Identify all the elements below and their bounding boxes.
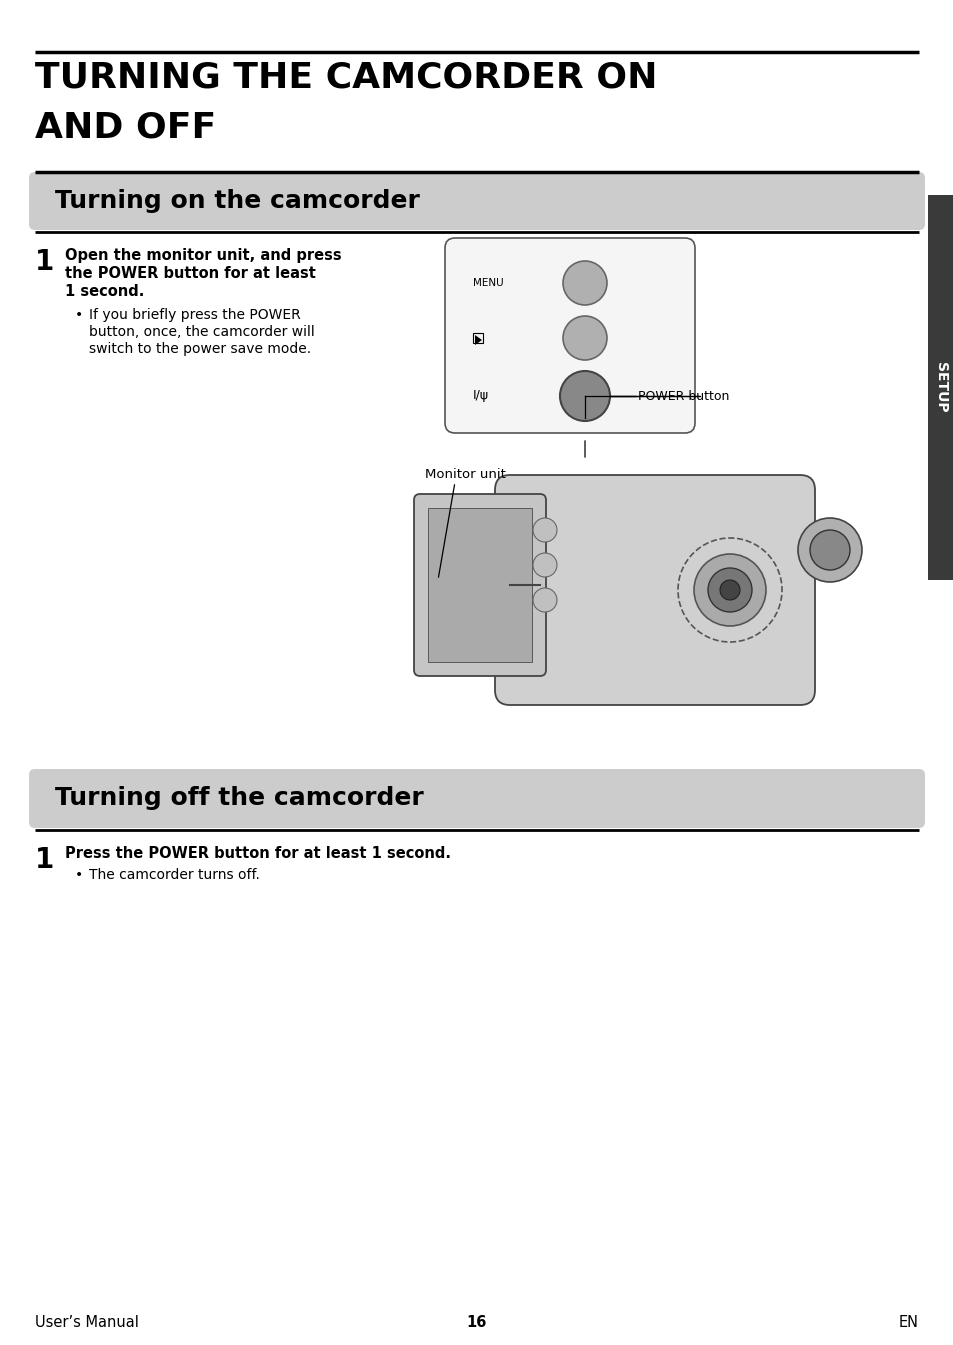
- Text: TURNING THE CAMCORDER ON: TURNING THE CAMCORDER ON: [35, 61, 657, 94]
- Text: 16: 16: [466, 1315, 487, 1330]
- Circle shape: [559, 371, 609, 421]
- Text: If you briefly press the POWER: If you briefly press the POWER: [89, 308, 300, 321]
- Text: AND OFF: AND OFF: [35, 110, 216, 144]
- Text: switch to the power save mode.: switch to the power save mode.: [89, 342, 311, 356]
- FancyBboxPatch shape: [29, 172, 924, 230]
- Text: SETUP: SETUP: [933, 362, 947, 413]
- Text: 1: 1: [35, 846, 54, 874]
- Circle shape: [720, 580, 740, 600]
- Text: I/ψ: I/ψ: [473, 390, 489, 402]
- Polygon shape: [475, 335, 481, 346]
- Circle shape: [562, 316, 606, 360]
- Text: •: •: [75, 308, 83, 321]
- Bar: [927, 195, 953, 580]
- Text: button, once, the camcorder will: button, once, the camcorder will: [89, 325, 314, 339]
- Text: MENU: MENU: [473, 278, 503, 288]
- Bar: [473, 334, 482, 343]
- Text: EN: EN: [898, 1315, 918, 1330]
- FancyBboxPatch shape: [29, 769, 924, 829]
- Text: Turning on the camcorder: Turning on the camcorder: [55, 190, 419, 213]
- Text: 1 second.: 1 second.: [65, 284, 144, 299]
- Text: 1: 1: [35, 247, 54, 276]
- Text: the POWER button for at least: the POWER button for at least: [65, 266, 315, 281]
- Circle shape: [533, 518, 557, 542]
- Text: Turning off the camcorder: Turning off the camcorder: [55, 787, 423, 811]
- Text: Open the monitor unit, and press: Open the monitor unit, and press: [65, 247, 341, 264]
- FancyBboxPatch shape: [495, 475, 814, 705]
- Circle shape: [707, 568, 751, 612]
- FancyBboxPatch shape: [444, 238, 695, 433]
- Circle shape: [797, 518, 862, 582]
- Text: The camcorder turns off.: The camcorder turns off.: [89, 868, 259, 882]
- Text: POWER button: POWER button: [638, 390, 729, 402]
- Text: Press the POWER button for at least 1 second.: Press the POWER button for at least 1 se…: [65, 846, 451, 861]
- Bar: [428, 508, 532, 662]
- Circle shape: [809, 530, 849, 570]
- Circle shape: [533, 588, 557, 612]
- Circle shape: [693, 554, 765, 625]
- FancyBboxPatch shape: [414, 494, 545, 677]
- Text: User’s Manual: User’s Manual: [35, 1315, 139, 1330]
- Text: Monitor unit: Monitor unit: [424, 468, 505, 482]
- Circle shape: [562, 261, 606, 305]
- Text: •: •: [75, 868, 83, 882]
- Circle shape: [533, 553, 557, 577]
